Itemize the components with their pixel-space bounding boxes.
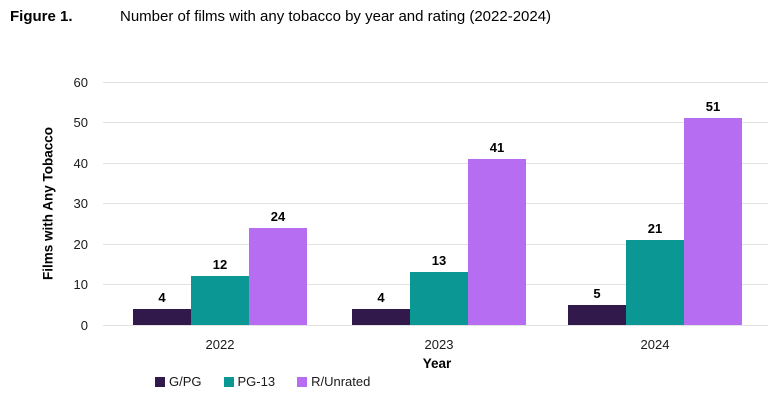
bar-value-label: 13 bbox=[431, 253, 447, 269]
x-tick-label-2024: 2024 bbox=[640, 337, 670, 352]
bar-group-2022: 4 12 24 bbox=[133, 82, 307, 325]
figure-title: Number of films with any tobacco by year… bbox=[120, 8, 552, 25]
gridline-y-0 bbox=[103, 324, 768, 326]
bar-r-unrated-2022 bbox=[249, 227, 307, 325]
bar-value-label: 5 bbox=[593, 285, 601, 301]
gridline-y-50 bbox=[103, 122, 768, 123]
legend-swatch-icon bbox=[223, 376, 234, 387]
legend-item-r-unrated: R/Unrated bbox=[297, 374, 370, 389]
bar-value-label: 41 bbox=[489, 139, 505, 155]
bar-g-pg-2022 bbox=[133, 308, 191, 325]
y-tick-label-0: 0 bbox=[80, 317, 88, 333]
x-axis-title: Year bbox=[422, 356, 452, 371]
y-tick-label-60: 60 bbox=[73, 74, 88, 90]
bar-value-label: 4 bbox=[158, 289, 166, 305]
legend-label: G/PG bbox=[169, 374, 202, 389]
bar-value-label: 12 bbox=[212, 257, 228, 273]
bar-group-2023: 4 13 41 bbox=[352, 82, 526, 325]
x-tick-label-2023: 2023 bbox=[424, 337, 454, 352]
bar-r-unrated-2023 bbox=[468, 158, 526, 325]
gridline-y-30 bbox=[103, 203, 768, 204]
legend-swatch-icon bbox=[155, 376, 165, 387]
legend-item-g-pg: G/PG bbox=[155, 374, 202, 389]
legend-swatch-icon bbox=[297, 376, 308, 387]
chart-legend: G/PG PG-13 R/Unrated bbox=[155, 374, 370, 389]
x-tick-label-2022: 2022 bbox=[205, 337, 235, 352]
bar-pg-13-2024 bbox=[626, 239, 684, 325]
bar-g-pg-2023 bbox=[352, 308, 410, 325]
y-tick-label-20: 20 bbox=[73, 236, 88, 252]
bar-group-2024: 5 21 51 bbox=[568, 82, 742, 325]
gridline-y-60 bbox=[103, 81, 768, 83]
legend-label: R/Unrated bbox=[311, 374, 371, 389]
bar-chart-plot-area: 4 12 24 4 13 41 5 21 51 bbox=[100, 81, 768, 326]
legend-label: PG-13 bbox=[237, 374, 276, 389]
legend-item-pg-13: PG-13 bbox=[223, 374, 276, 389]
bar-value-label: 24 bbox=[270, 208, 286, 224]
bar-pg-13-2022 bbox=[191, 276, 249, 325]
bar-value-label: 21 bbox=[647, 220, 663, 236]
figure-label: Figure 1. bbox=[10, 8, 73, 25]
gridline-y-20 bbox=[103, 243, 768, 245]
y-tick-label-30: 30 bbox=[73, 196, 88, 211]
y-tick-label-10: 10 bbox=[73, 277, 88, 292]
gridline-y-40 bbox=[103, 162, 768, 164]
bar-r-unrated-2024 bbox=[684, 118, 742, 325]
y-tick-label-40: 40 bbox=[73, 155, 88, 171]
bar-pg-13-2023 bbox=[410, 272, 468, 325]
y-tick-label-50: 50 bbox=[73, 115, 88, 130]
bar-value-label: 4 bbox=[377, 289, 385, 305]
bar-value-label: 51 bbox=[705, 99, 721, 115]
bar-g-pg-2024 bbox=[568, 304, 626, 325]
